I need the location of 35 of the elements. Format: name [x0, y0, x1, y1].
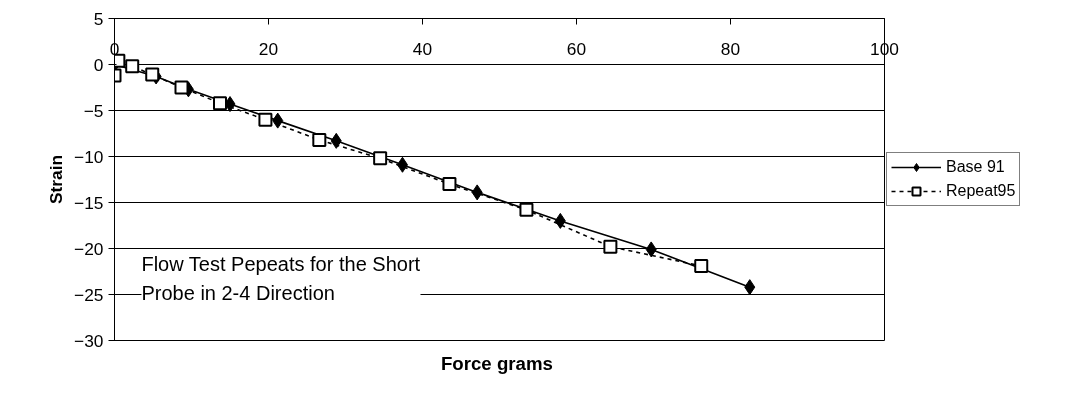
y-axis-title: Strain [46, 154, 67, 205]
y-tick-label: −20 [74, 238, 104, 259]
point [258, 112, 273, 127]
y-tick-label: 5 [93, 8, 104, 29]
legend-label: Base 91 [946, 158, 1005, 176]
point [272, 112, 284, 129]
point [125, 59, 140, 74]
point [442, 177, 457, 192]
x-tick-label: 40 [412, 38, 433, 59]
x-tick-label: 20 [258, 38, 279, 59]
point [645, 241, 657, 258]
legend-label: Repeat95 [946, 182, 1016, 200]
annotation: Flow Test Pepeats for the Short Probe in 2-4 Direction [141, 253, 421, 304]
x-tick-label: 80 [720, 38, 741, 59]
point [330, 132, 342, 149]
y-tick-label: −30 [74, 330, 104, 351]
y-tick-label: −15 [74, 192, 104, 213]
point [744, 279, 756, 296]
y-tick-label: −10 [74, 146, 104, 167]
point [554, 212, 566, 229]
point [603, 239, 618, 254]
point [312, 132, 327, 147]
point [212, 96, 227, 111]
point [519, 202, 534, 217]
point [396, 156, 408, 173]
point [373, 151, 388, 166]
point [694, 258, 709, 273]
y-tick-label: −25 [74, 284, 104, 305]
y-tick-label: 0 [93, 54, 104, 75]
x-tick-label: 60 [566, 38, 587, 59]
point [174, 80, 189, 95]
point [471, 184, 483, 201]
x-axis-title: Force grams [440, 352, 553, 374]
point [145, 67, 160, 82]
y-tick-label: −5 [83, 100, 104, 121]
